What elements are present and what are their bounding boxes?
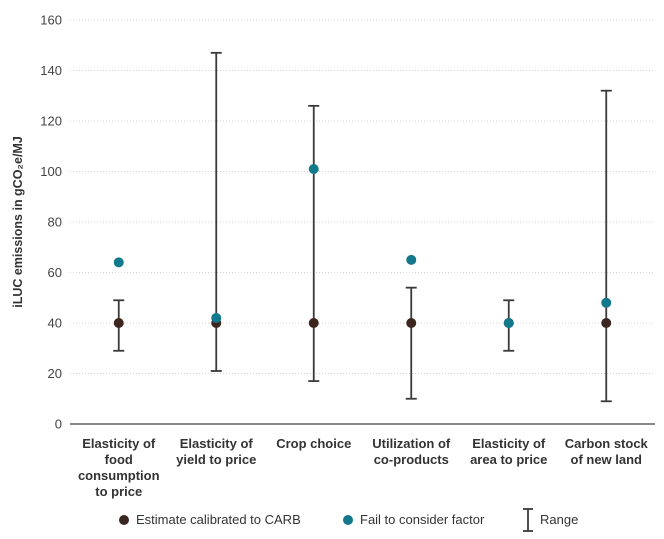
point-estimate	[113, 318, 124, 328]
point-estimate	[308, 318, 319, 328]
data-points	[113, 163, 612, 328]
gridlines	[70, 19, 655, 374]
y-tick-label: 160	[40, 13, 62, 28]
legend-label-estimate: Estimate calibrated to CARB	[136, 512, 301, 527]
point-fail-to-consider	[113, 257, 124, 268]
y-tick-label: 40	[48, 316, 62, 331]
point-fail-to-consider	[211, 312, 222, 323]
y-tick-label: 20	[48, 366, 62, 381]
y-tick-label: 100	[40, 164, 62, 179]
x-category-label: Elasticity of food consumption to price	[78, 436, 160, 499]
point-fail-to-consider	[406, 254, 417, 265]
legend: Estimate calibrated to CARB Fail to consi…	[119, 508, 578, 532]
x-category-label: Utilization of co-products	[372, 436, 451, 467]
y-axis-title: iLUC emissions in gCO₂e/MJ	[11, 136, 25, 308]
point-estimate	[601, 318, 612, 328]
y-tick-label: 80	[48, 215, 62, 230]
x-category-label: Carbon stock of new land	[565, 436, 649, 467]
legend-label-fail: Fail to consider factor	[360, 512, 485, 527]
y-axis-ticks: 0 20 40 60 80 100 120 140 160	[40, 13, 62, 432]
point-fail-to-consider	[601, 297, 612, 308]
y-tick-label: 0	[55, 417, 62, 432]
legend-label-range: Range	[540, 512, 578, 527]
point-fail-to-consider	[308, 163, 319, 174]
y-tick-label: 140	[40, 63, 62, 78]
category-labels: Elasticity of food consumption to price Elas…	[78, 436, 649, 499]
y-tick-label: 60	[48, 265, 62, 280]
range-bars	[113, 51, 612, 403]
x-category-label: Elasticity of yield to price	[176, 436, 256, 467]
point-estimate	[406, 318, 417, 328]
y-tick-label: 120	[40, 114, 62, 129]
legend-marker-estimate	[119, 515, 129, 525]
point-fail-to-consider	[503, 318, 514, 328]
x-category-label: Elasticity of area to price	[470, 436, 547, 467]
x-category-label: Crop choice	[276, 436, 351, 451]
legend-marker-fail	[343, 515, 353, 525]
